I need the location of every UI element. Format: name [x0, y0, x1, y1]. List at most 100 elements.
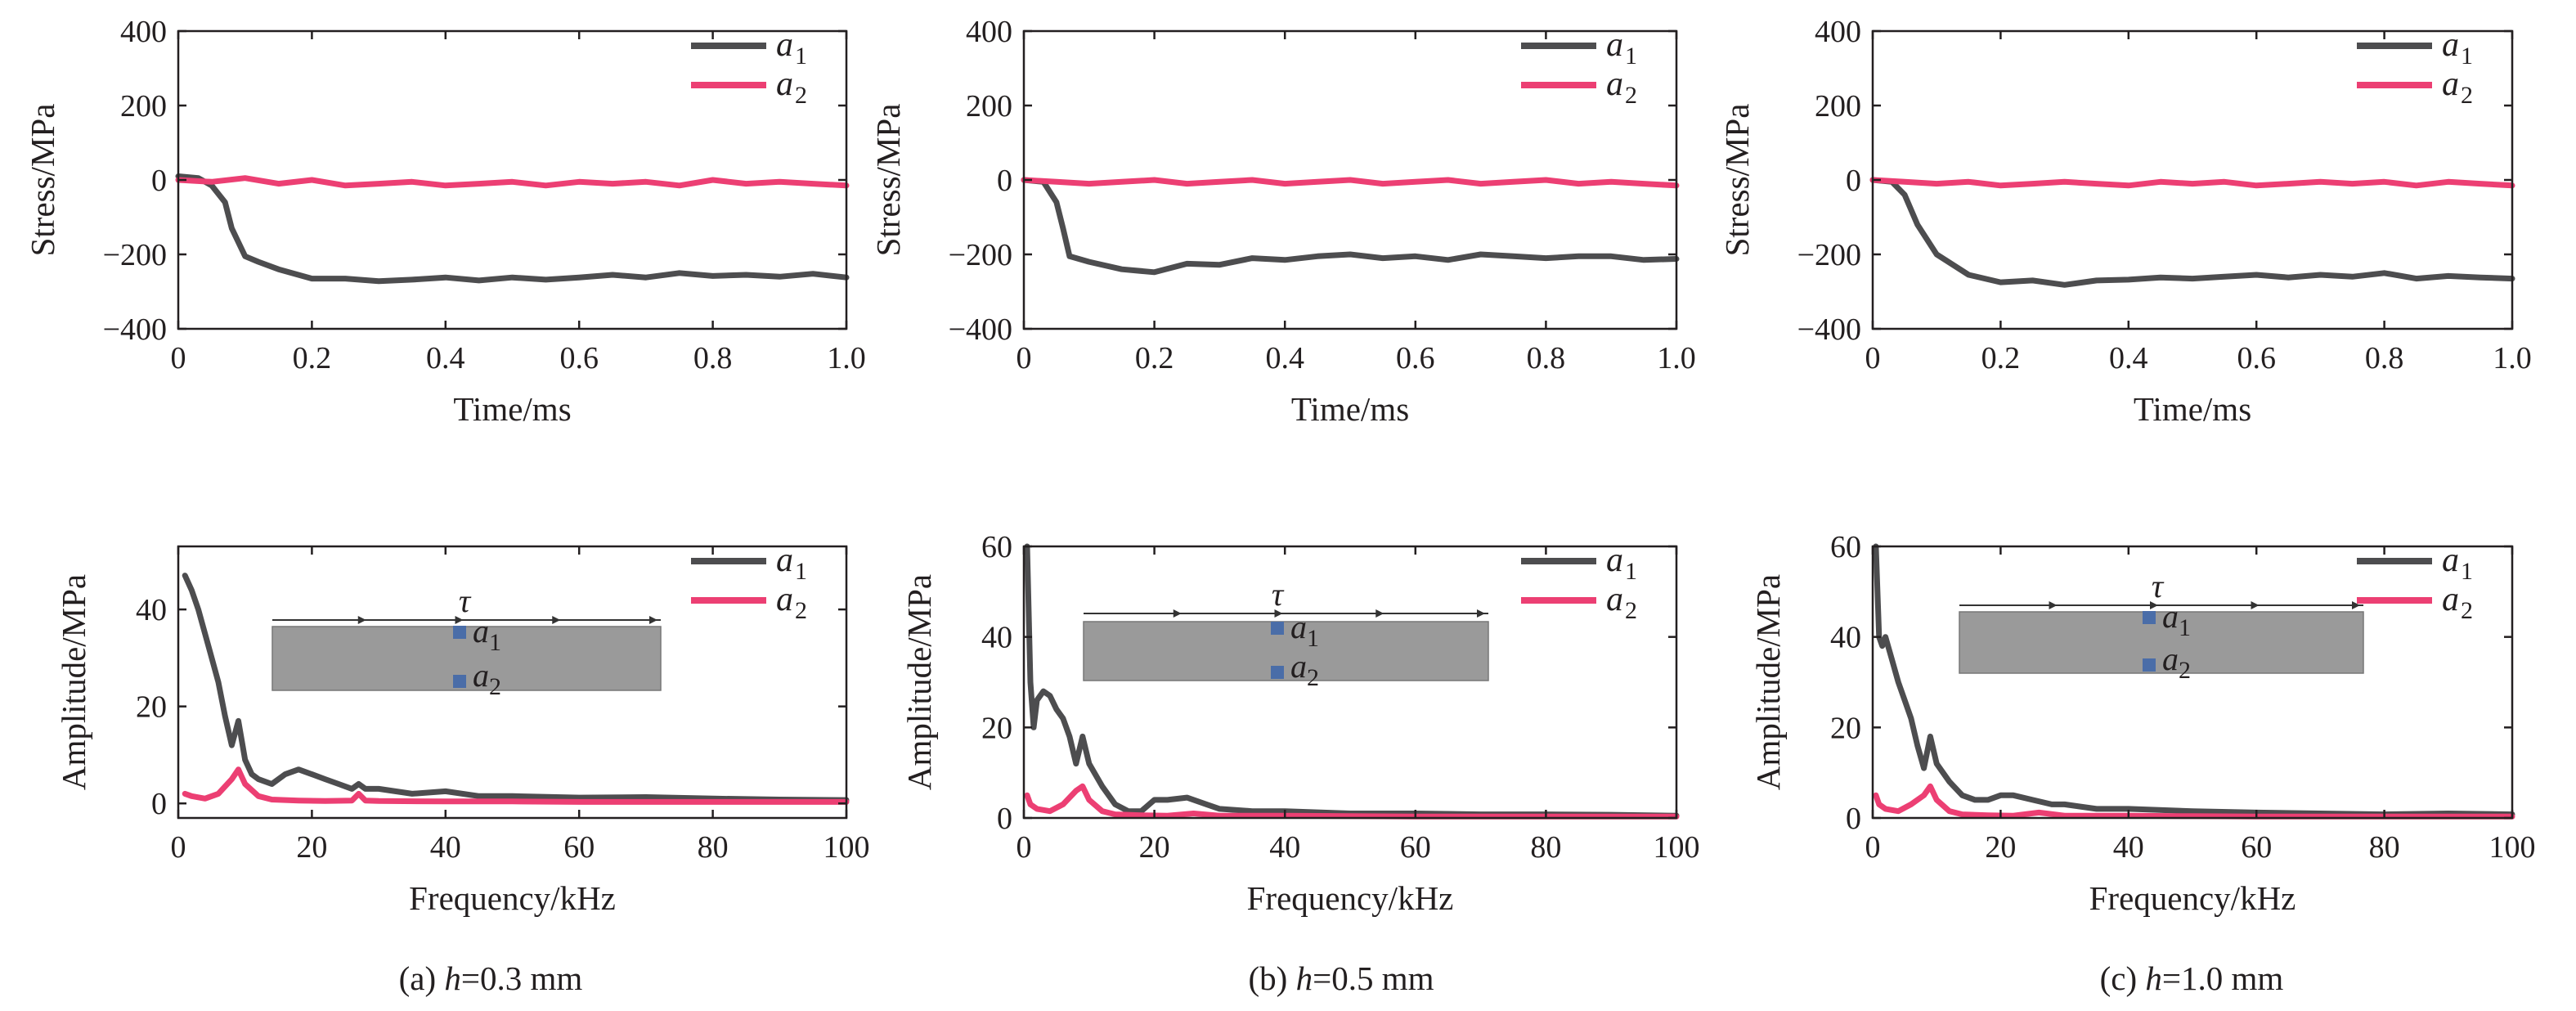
y-tick-label: 0: [997, 164, 1012, 198]
x-tick-label: 1.0: [1657, 341, 1696, 375]
x-tick-label: 0: [171, 830, 186, 865]
x-tick-label: 20: [1139, 830, 1170, 865]
inset-marker-a1: [1271, 622, 1284, 635]
inset-arrow-head: [1477, 609, 1485, 618]
y-axis-title: Stress/MPa: [24, 104, 61, 257]
x-axis-title: Frequency/kHz: [409, 879, 616, 917]
panel-caption-0: (a) h=0.3 mm: [399, 959, 583, 997]
y-tick-label: 60: [981, 530, 1012, 564]
x-tick-label: 0.2: [293, 341, 332, 375]
x-tick-label: 60: [563, 830, 595, 865]
y-axis-title: Amplitude/MPa: [55, 574, 92, 790]
y-tick-label: 0: [1846, 164, 1861, 198]
chart-panel-a-top: 0 0.2 0.4 0.6 0.8 1.0 −400 −200 0 200 400 Time/ms St…: [24, 15, 866, 428]
x-tick-label: 0.4: [2109, 341, 2148, 375]
x-tick-label: 40: [1269, 830, 1300, 865]
x-tick-label: 1.0: [2493, 341, 2532, 375]
y-tick-label: 40: [1830, 621, 1861, 655]
inset-tau-label: τ: [1272, 576, 1285, 613]
inset-marker-a2: [2143, 658, 2156, 672]
series-line-a2: [1021, 177, 1680, 189]
y-tick-label: 40: [981, 621, 1012, 655]
x-tick-label: 0: [1016, 830, 1032, 865]
legend-label-a1: a1: [776, 541, 807, 585]
x-tick-label: 1.0: [827, 341, 866, 375]
y-axis-title: Amplitude/MPa: [1749, 574, 1787, 790]
legend-label-a1: a1: [1606, 26, 1637, 70]
series-line-a1: [175, 173, 850, 285]
x-tick-label: 60: [1400, 830, 1431, 865]
y-tick-label: 200: [120, 89, 167, 124]
plot-frame: [1022, 545, 1678, 820]
legend-label-a1: a1: [2442, 26, 2473, 70]
inset-specimen: [1083, 621, 1489, 681]
y-tick-label: 400: [966, 15, 1012, 49]
y-tick-label: −200: [1797, 238, 1861, 272]
inset-arrow-head: [2352, 601, 2360, 609]
y-tick-label: 20: [981, 711, 1012, 745]
x-axis-title: Time/ms: [453, 390, 571, 428]
inset-arrow-head: [552, 616, 561, 624]
x-tick-label: 100: [824, 830, 870, 865]
x-axis-title: Time/ms: [1291, 390, 1409, 428]
chart-panel-a-bottom: 0 20 40 60 80 100 0 20 40 Frequency/kHz Amplitude/…: [55, 541, 870, 917]
y-tick-label: 0: [151, 164, 167, 198]
y-tick-label: 400: [120, 15, 167, 49]
x-axis-title: Time/ms: [2134, 390, 2251, 428]
inset-point-label-a2: a2: [1290, 648, 1319, 691]
legend-label-a2: a2: [1606, 65, 1637, 109]
inset-point-label-a1: a1: [473, 613, 501, 656]
legend-label-a2: a2: [2442, 65, 2473, 109]
y-tick-label: 20: [1830, 711, 1861, 745]
y-tick-label: −200: [949, 238, 1012, 272]
series-line-a2: [1873, 783, 2515, 820]
inset-arrow-head: [1274, 609, 1283, 618]
x-tick-label: 80: [1530, 830, 1561, 865]
y-tick-label: 0: [997, 802, 1012, 836]
y-tick-label: −200: [103, 238, 167, 272]
inset-arrow-head: [2150, 601, 2158, 609]
series-line-a1: [1873, 543, 2515, 818]
plot-frame: [177, 545, 848, 820]
x-tick-label: 20: [296, 830, 327, 865]
series-line-a1: [1869, 177, 2515, 288]
inset-marker-a2: [1271, 666, 1284, 679]
y-tick-label: 200: [966, 89, 1012, 124]
x-tick-label: 60: [2241, 830, 2272, 865]
y-tick-label: −400: [103, 312, 167, 347]
inset-arrow-head: [1376, 609, 1384, 618]
series-line-a2: [1024, 783, 1680, 820]
inset-specimen: [1959, 611, 2364, 674]
x-axis-title: Frequency/kHz: [2089, 879, 2296, 917]
x-tick-label: 0: [171, 341, 186, 375]
x-tick-label: 0.4: [1265, 341, 1304, 375]
inset-arrow-head: [649, 616, 657, 624]
x-tick-label: 0.2: [1981, 341, 2021, 375]
inset-arrow-head: [2251, 601, 2260, 609]
y-tick-label: −400: [949, 312, 1012, 347]
inset-tau-label: τ: [2152, 568, 2165, 604]
inset-specimen: [272, 626, 662, 691]
inset-arrow-head: [2049, 601, 2058, 609]
x-tick-label: 0: [1865, 341, 1881, 375]
y-tick-label: 20: [136, 690, 167, 725]
x-tick-label: 0.4: [426, 341, 465, 375]
y-axis-title: Stress/MPa: [869, 104, 907, 257]
y-tick-label: 200: [1815, 89, 1861, 124]
legend-label-a2: a2: [776, 581, 807, 624]
panel-caption-1: (b) h=0.5 mm: [1249, 959, 1434, 997]
legend-label-a2: a2: [776, 65, 807, 109]
series-line-a1: [182, 573, 850, 803]
inset-arrow-head: [357, 616, 366, 624]
x-tick-label: 0.6: [2237, 341, 2276, 375]
y-tick-label: 0: [1846, 802, 1861, 836]
y-tick-label: 60: [1830, 530, 1861, 564]
x-tick-label: 80: [2369, 830, 2400, 865]
series-line-a2: [1869, 177, 2515, 189]
x-tick-label: 40: [2113, 830, 2144, 865]
x-axis-title: Frequency/kHz: [1247, 879, 1454, 917]
x-tick-label: 0.8: [693, 341, 733, 375]
legend-label-a2: a2: [1606, 581, 1637, 624]
panel-caption-2: (c) h=1.0 mm: [2100, 959, 2284, 997]
y-tick-label: 0: [151, 787, 167, 821]
